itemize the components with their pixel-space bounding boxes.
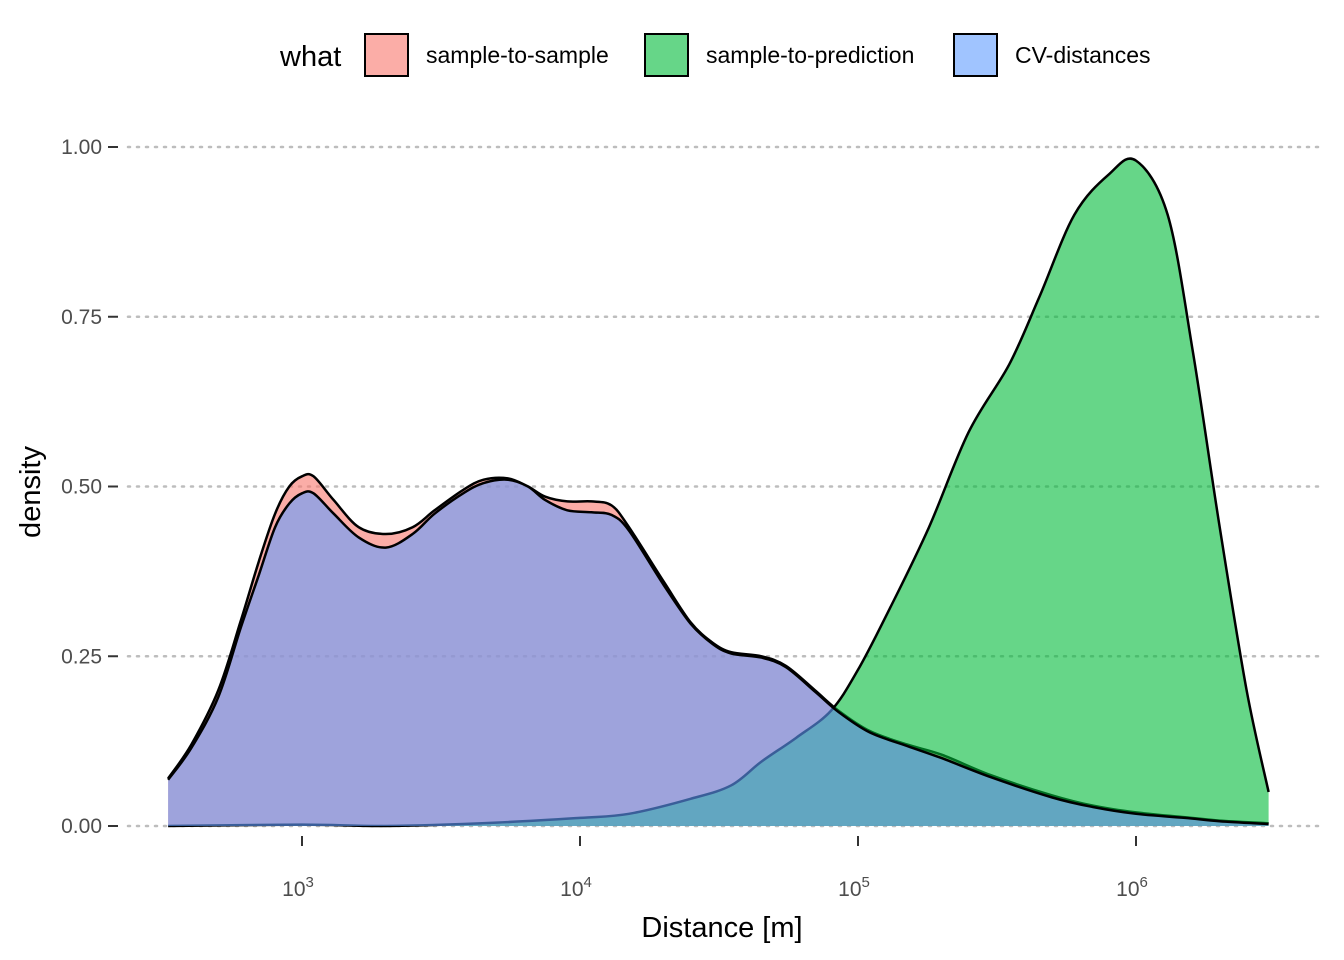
legend-key-cv-distances [953,33,998,77]
legend-key-sample-to-prediction [644,33,689,77]
y-tick-label: 1.00 [61,136,102,159]
y-axis-title: density [15,446,47,538]
legend: what sample-to-sample sample-to-predicti… [279,33,1151,77]
legend-label-sample-to-prediction: sample-to-prediction [706,42,914,68]
y-tick-label: 0.25 [61,645,102,668]
legend-title: what [279,41,341,73]
density-area-sample-to-prediction [168,158,1269,827]
density-areas [167,157,1270,828]
legend-key-sample-to-sample [364,33,409,77]
density-area-cv-distances-outline [167,478,1269,826]
x-axis: 103 104 105 106 [282,836,1148,901]
density-area-cv-distances [168,479,1269,826]
legend-label-sample-to-sample: sample-to-sample [426,42,609,68]
y-tick-label: 0.50 [61,476,102,499]
x-axis-title: Distance [m] [641,912,802,944]
legend-label-cv-distances: CV-distances [1015,42,1151,68]
x-tick-label: 105 [838,874,870,901]
y-tick-label: 0.75 [61,306,102,329]
x-tick-label: 106 [1116,874,1148,901]
y-axis: 0.00 0.25 0.50 0.75 1.00 [61,136,118,838]
y-tick-label: 0.00 [61,815,102,838]
x-tick-label: 103 [282,874,314,901]
x-tick-label: 104 [560,874,592,901]
